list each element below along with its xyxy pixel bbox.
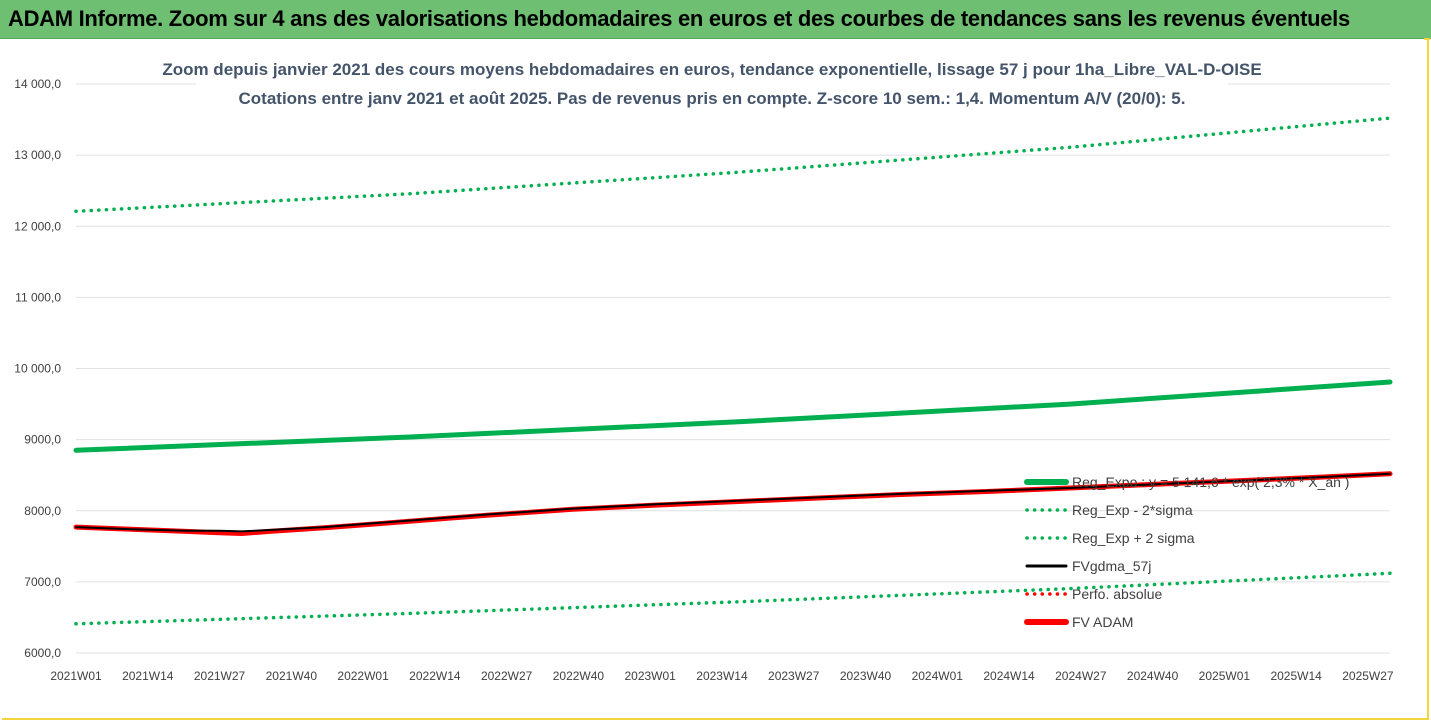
x-axis-ticks: 2021W01 2021W14 2021W27 2021W40 2022W01 2022W…: [50, 669, 1394, 683]
legend: Reg_Expo : y = 5 141,6 * exp( 2,3% * X_a…: [1024, 474, 1349, 630]
report-title: ADAM Informe. Zoom sur 4 ans des valoris…: [8, 6, 1350, 31]
y-tick-label: 13 000,0: [14, 148, 61, 162]
chart-frame: [2, 38, 1429, 720]
y-tick-label: 9000,0: [24, 433, 61, 447]
x-tick-label: 2025W01: [1199, 669, 1251, 683]
legend-label-4: Perfo. absolue: [1072, 586, 1162, 602]
y-tick-label: 6000,0: [24, 646, 61, 660]
x-tick-label: 2025W27: [1342, 669, 1394, 683]
grid: [76, 83, 1390, 654]
x-tick-label: 2023W14: [696, 669, 748, 683]
y-tick-label: 8000,0: [24, 504, 61, 518]
legend-label-2: Reg_Exp + 2 sigma: [1072, 530, 1195, 546]
y-tick-label: 14 000,0: [14, 77, 61, 91]
x-tick-label: 2023W40: [840, 669, 892, 683]
x-tick-label: 2025W14: [1270, 669, 1322, 683]
series-line-2: [74, 116, 1392, 214]
x-tick-label: 2024W40: [1127, 669, 1179, 683]
x-tick-label: 2022W27: [481, 669, 533, 683]
legend-label-3: FVgdma_57j: [1072, 558, 1151, 574]
x-tick-label: 2022W01: [337, 669, 389, 683]
x-tick-label: 2021W27: [194, 669, 246, 683]
frame-accent: [1424, 38, 1430, 50]
y-tick-label: 7000,0: [24, 575, 61, 589]
y-axis-ticks: 6000,0 7000,0 8000,0 9000,0 10 000,0 11 000,0…: [14, 77, 61, 660]
x-tick-label: 2022W40: [553, 669, 605, 683]
series-line-3: [75, 472, 1391, 533]
x-tick-label: 2023W27: [768, 669, 820, 683]
y-tick-label: 10 000,0: [14, 362, 61, 376]
legend-label-1: Reg_Exp - 2*sigma: [1072, 502, 1193, 518]
x-tick-label: 2021W01: [50, 669, 102, 683]
chart-title-line-2: Cotations entre janv 2021 et août 2025. …: [239, 89, 1186, 108]
y-tick-label: 12 000,0: [14, 219, 61, 233]
x-tick-label: 2024W14: [983, 669, 1035, 683]
x-tick-label: 2021W40: [266, 669, 318, 683]
x-tick-label: 2022W14: [409, 669, 461, 683]
x-tick-label: 2024W27: [1055, 669, 1107, 683]
x-tick-label: 2024W01: [912, 669, 964, 683]
legend-label-0: Reg_Expo : y = 5 141,6 * exp( 2,3% * X_a…: [1072, 474, 1349, 490]
legend-label-5: FV ADAM: [1072, 614, 1133, 630]
y-tick-label: 11 000,0: [15, 290, 61, 304]
chart-title-line-1: Zoom depuis janvier 2021 des cours moyen…: [162, 60, 1261, 79]
x-tick-label: 2023W01: [624, 669, 676, 683]
report-header: ADAM Informe. Zoom sur 4 ans des valoris…: [0, 0, 1431, 39]
series-lines: [73, 116, 1393, 626]
x-tick-label: 2021W14: [122, 669, 174, 683]
series-line-0: [73, 379, 1393, 453]
series-line-1: [74, 571, 1392, 626]
title-background: [196, 52, 1228, 112]
